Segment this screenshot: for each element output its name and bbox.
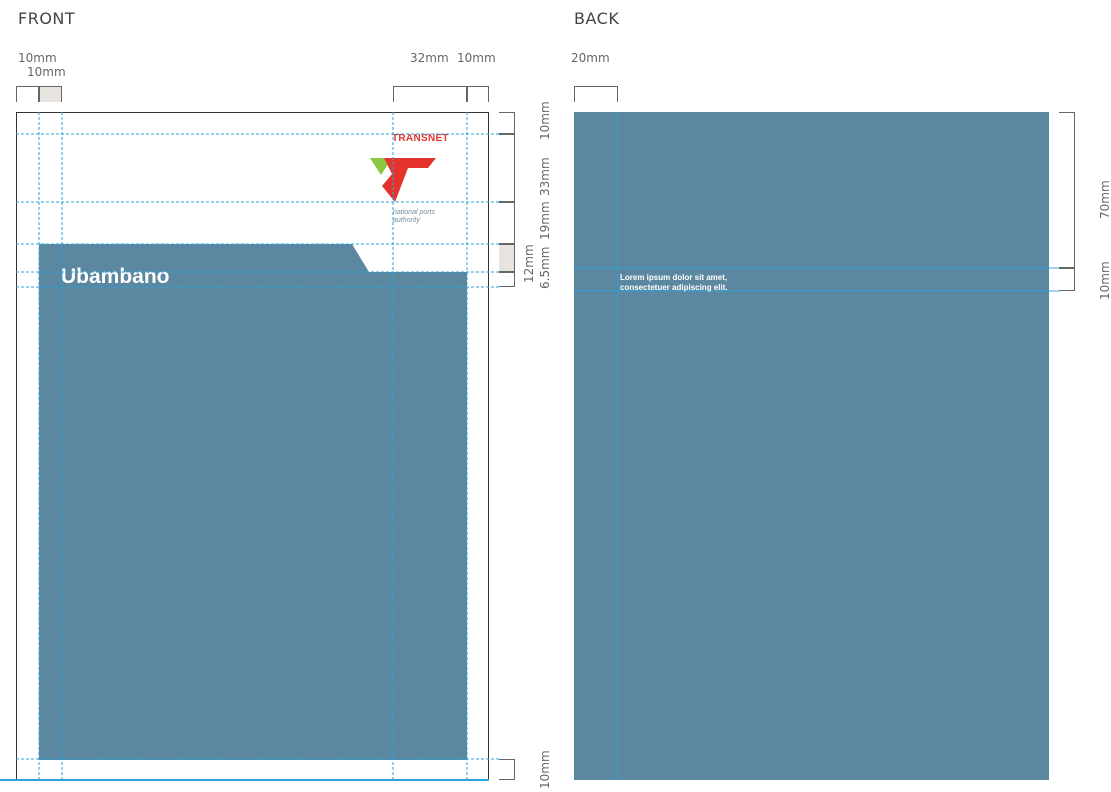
back-dim-right-lower: 10mm: [1098, 261, 1111, 300]
front-dim-right-2: 33mm: [538, 157, 552, 196]
logo-wordmark: TRANSNET: [392, 133, 449, 144]
logo-subline-2: authority: [393, 217, 420, 224]
back-guides: [574, 112, 1060, 780]
back-body-line-1: Lorem ipsum dolor sit amet,: [620, 273, 728, 282]
back-bracket-left: [574, 86, 618, 102]
front-bracket-bottom: [499, 759, 515, 780]
front-guides: [0, 112, 500, 781]
front-bracket-r3: [499, 202, 515, 244]
front-bracket-r1: [499, 112, 515, 134]
front-bracket-right-b: [467, 86, 489, 102]
front-heading: FRONT: [18, 9, 76, 28]
back-dim-right-upper: 70mm: [1098, 180, 1111, 219]
back-teal-panel: [574, 112, 1049, 780]
front-dim-left-inner: 10mm: [27, 65, 66, 79]
front-bracket-r4: [499, 244, 515, 272]
front-dim-right-1: 10mm: [538, 101, 552, 140]
front-dim-right-3: 19mm: [538, 201, 552, 240]
front-dim-right-a: 32mm: [410, 51, 449, 65]
front-bracket-r5: [499, 272, 515, 287]
front-bracket-r2: [499, 134, 515, 202]
front-dim-right-b: 10mm: [457, 51, 496, 65]
front-dim-right-5: 6.5mm: [538, 246, 552, 289]
front-bracket-right-a: [393, 86, 467, 102]
back-dim-left: 20mm: [571, 51, 610, 65]
front-dim-right-bottom: 10mm: [538, 750, 552, 789]
front-dim-left-outer: 10mm: [18, 51, 57, 65]
front-bracket-left-outer: [16, 86, 39, 102]
front-dim-right-4: 12mm: [522, 244, 536, 283]
front-bracket-left-inner: [39, 86, 62, 102]
back-body-line-2: consectetuer adipiscing elit.: [620, 283, 728, 292]
transnet-logo-icon: [370, 158, 436, 202]
front-teal-panel: [39, 244, 467, 760]
front-title: Ubambano: [61, 265, 170, 288]
back-bracket-lower: [1059, 268, 1075, 291]
back-heading: BACK: [574, 9, 620, 28]
logo-subline-1: national ports: [393, 209, 436, 216]
back-bracket-upper: [1059, 112, 1075, 268]
